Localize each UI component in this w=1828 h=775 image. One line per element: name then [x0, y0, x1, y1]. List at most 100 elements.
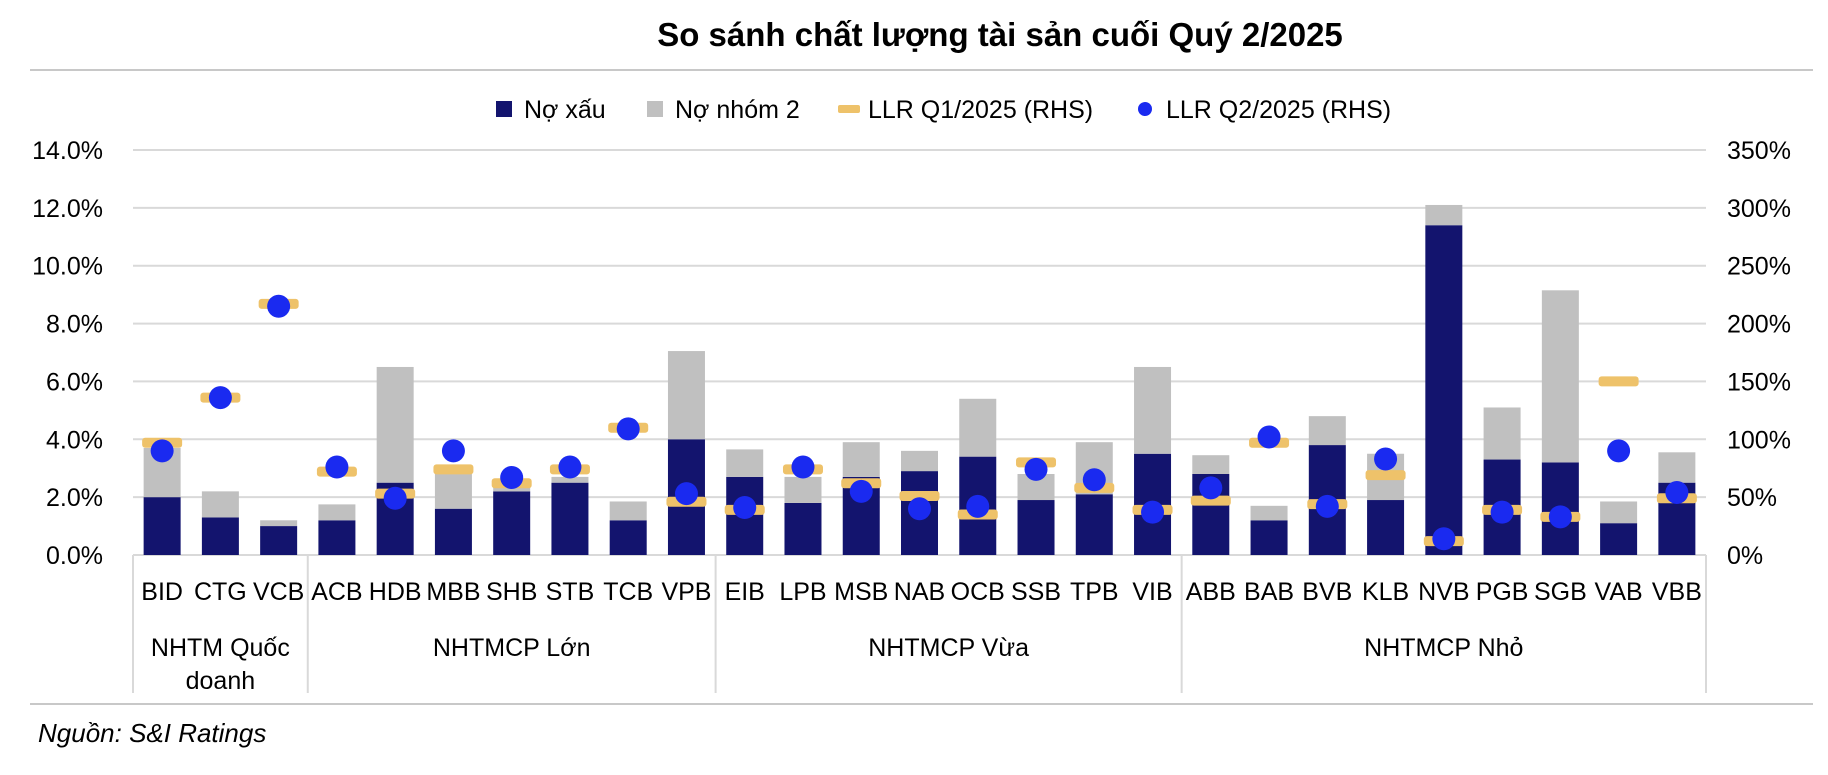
llr-q2-marker-vab	[1607, 439, 1631, 463]
legend-llr-q2-label: LLR Q2/2025 (RHS)	[1166, 96, 1391, 124]
category-label-vbb: VBB	[1652, 578, 1702, 606]
llr-q2-marker-vib	[1141, 500, 1165, 524]
bar-no-xau-shb	[493, 491, 531, 555]
right-tick-label: 150%	[1727, 368, 1791, 396]
right-tick-label: 100%	[1727, 426, 1791, 454]
left-tick-label: 4.0%	[46, 426, 103, 454]
llr-q2-marker-lpb	[791, 455, 815, 479]
bar-no-xau-ssb	[1017, 500, 1055, 555]
llr-q2-marker-tpb	[1082, 468, 1106, 492]
llr-q2-marker-hdb	[383, 486, 407, 510]
bar-no-nhom-2-lpb	[784, 476, 822, 503]
category-label-klb: KLB	[1362, 578, 1409, 606]
legend-llr-q1-label: LLR Q1/2025 (RHS)	[868, 96, 1093, 124]
markers	[142, 294, 1697, 551]
bar-no-xau-vab	[1600, 523, 1638, 555]
bar-no-nhom-2-acb	[318, 504, 356, 521]
llr-q2-marker-klb	[1374, 447, 1398, 471]
right-tick-label: 200%	[1727, 311, 1791, 339]
category-label-pgb: PGB	[1476, 578, 1529, 606]
category-label-abb: ABB	[1186, 578, 1236, 606]
llr-q2-marker-shb	[500, 465, 524, 489]
llr-q2-marker-nab	[908, 497, 931, 521]
legend-llr-q1-swatch	[838, 105, 860, 113]
category-label-vib: VIB	[1132, 578, 1172, 606]
bar-no-nhom-2-mbb	[434, 471, 472, 509]
llr-q1-marker-mbb	[433, 464, 474, 475]
category-label-shb: SHB	[486, 578, 537, 606]
legend: Nợ xấu Nợ nhóm 2 LLR Q1/2025 (RHS) LLR Q2/2…	[496, 96, 1391, 124]
llr-q2-marker-eib	[733, 496, 757, 520]
right-tick-label: 350%	[1727, 137, 1791, 165]
bar-no-nhom-2-bvb	[1308, 416, 1346, 446]
bar-no-nhom-2-vbb	[1658, 452, 1696, 483]
llr-q2-marker-bab	[1257, 425, 1281, 449]
llr-q2-marker-vbb	[1665, 481, 1689, 505]
bar-no-nhom-2-bab	[1250, 505, 1288, 521]
bar-no-xau-nvb	[1425, 225, 1463, 555]
llr-q2-marker-mbb	[441, 439, 465, 463]
llr-q2-marker-sgb	[1548, 505, 1572, 529]
category-label-bab: BAB	[1244, 578, 1294, 606]
group-label: NHTMCP Lớn	[433, 634, 591, 662]
right-tick-label: 250%	[1727, 253, 1791, 281]
legend-no-nhom-2-label: Nợ nhóm 2	[675, 96, 800, 124]
bar-no-nhom-2-nab	[901, 450, 938, 472]
llr-q2-marker-bid	[150, 439, 174, 463]
bar-no-xau-lpb	[784, 502, 822, 555]
category-label-msb: MSB	[834, 578, 888, 606]
category-label-ocb: OCB	[951, 578, 1005, 606]
category-label-hdb: HDB	[369, 578, 422, 606]
llr-q2-marker-ssb	[1024, 457, 1048, 481]
bar-no-nhom-2-pgb	[1483, 407, 1521, 460]
llr-q2-marker-nvb	[1432, 527, 1456, 551]
group-label: NHTMCP Nhỏ	[1364, 634, 1523, 662]
llr-q2-marker-vcb	[267, 294, 291, 318]
legend-llr-q2-swatch	[1138, 102, 1152, 116]
bar-no-xau-tpb	[1075, 494, 1113, 555]
category-label-acb: ACB	[311, 578, 362, 606]
llr-q2-marker-vpb	[674, 482, 698, 506]
llr-q2-marker-pgb	[1490, 500, 1514, 524]
llr-q1-marker-klb	[1365, 470, 1406, 481]
bar-no-xau-ctg	[201, 517, 239, 555]
left-tick-label: 6.0%	[46, 368, 103, 396]
bar-no-xau-mbb	[434, 508, 472, 555]
bar-no-nhom-2-ctg	[201, 491, 239, 518]
right-axis: 0% 50% 100% 150% 200% 250% 300% 350%	[1727, 137, 1791, 570]
legend-no-nhom-2-swatch	[647, 101, 663, 117]
chart-title: So sánh chất lượng tài sản cuối Quý 2/20…	[657, 16, 1343, 53]
llr-q2-marker-acb	[325, 455, 349, 479]
bar-no-nhom-2-nvb	[1425, 204, 1463, 226]
bar-no-nhom-2-stb	[551, 476, 589, 483]
llr-q1-marker-vab	[1598, 376, 1639, 387]
category-label-vab: VAB	[1595, 578, 1643, 606]
category-label-stb: STB	[546, 578, 595, 606]
bar-no-xau-bab	[1250, 520, 1288, 555]
x-axis: BID CTG VCB ACB HDB MBB SHB STB TCB VPB EIB LPB MSB N…	[132, 555, 1707, 695]
source-note: Nguồn: S&I Ratings	[38, 718, 266, 748]
category-label-vcb: VCB	[253, 578, 304, 606]
bar-no-xau-klb	[1367, 500, 1405, 555]
bars	[143, 204, 1696, 555]
llr-q2-marker-abb	[1199, 476, 1223, 500]
bar-no-xau-tcb	[609, 520, 647, 555]
llr-q2-marker-ocb	[966, 494, 990, 518]
bar-no-nhom-2-vab	[1600, 501, 1638, 524]
llr-q2-marker-bvb	[1315, 494, 1339, 518]
category-label-bid: BID	[141, 578, 183, 606]
right-tick-label: 50%	[1727, 484, 1777, 512]
legend-no-xau-swatch	[496, 101, 512, 117]
category-label-vpb: VPB	[661, 578, 711, 606]
llr-q1-marker-abb	[1190, 495, 1231, 506]
category-label-tpb: TPB	[1070, 578, 1119, 606]
left-tick-label: 14.0%	[32, 137, 103, 165]
left-tick-label: 10.0%	[32, 253, 103, 281]
left-tick-label: 12.0%	[32, 195, 103, 223]
category-label-nab: NAB	[894, 578, 945, 606]
llr-q2-marker-stb	[558, 455, 582, 479]
left-axis: 0.0% 2.0% 4.0% 6.0% 8.0% 10.0% 12.0% 14.0%	[32, 137, 103, 570]
category-label-ctg: CTG	[194, 578, 247, 606]
